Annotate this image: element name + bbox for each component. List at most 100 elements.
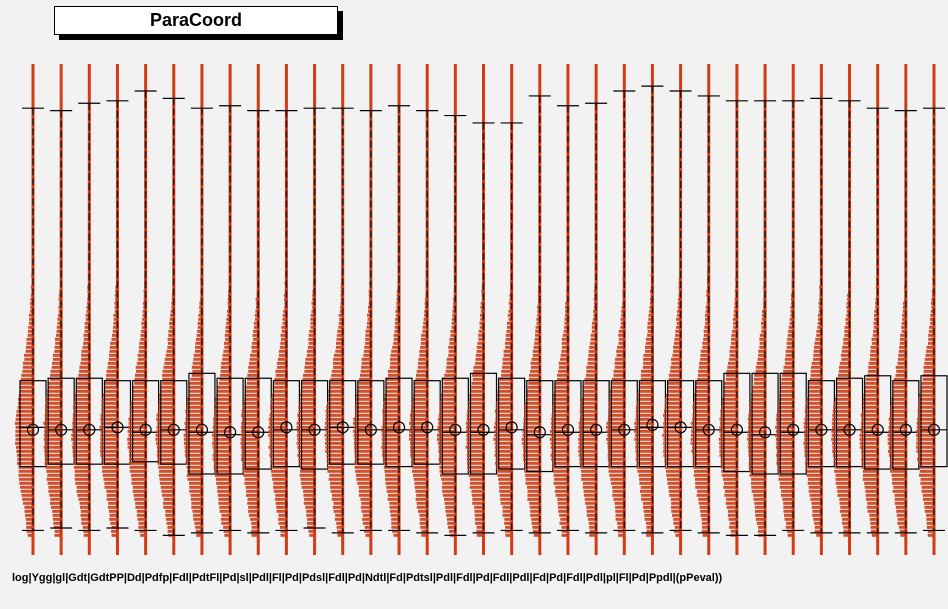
histogram-bin bbox=[844, 325, 850, 329]
histogram-bin bbox=[215, 397, 231, 401]
histogram-bin bbox=[888, 429, 906, 433]
histogram-bin bbox=[700, 509, 709, 513]
histogram-bin bbox=[157, 449, 174, 453]
histogram-bin bbox=[553, 401, 568, 405]
histogram-bin bbox=[303, 489, 315, 493]
histogram-bin bbox=[394, 325, 400, 329]
histogram-bin bbox=[731, 341, 737, 345]
histogram-bin bbox=[190, 377, 202, 381]
histogram-bin bbox=[614, 501, 625, 505]
histogram-bin bbox=[111, 337, 118, 341]
histogram-bin bbox=[495, 461, 512, 465]
histogram-bin bbox=[748, 449, 766, 453]
histogram-bin bbox=[280, 533, 287, 537]
histogram-bin bbox=[164, 357, 174, 361]
histogram-bin bbox=[419, 349, 428, 353]
histogram-bin bbox=[43, 445, 62, 449]
histogram-bin bbox=[226, 321, 230, 325]
histogram-bin bbox=[837, 377, 850, 381]
histogram-bin bbox=[584, 497, 597, 501]
histogram-bin bbox=[244, 393, 259, 397]
histogram-bin bbox=[505, 333, 512, 337]
histogram-bin bbox=[308, 529, 315, 533]
histogram-bin bbox=[761, 317, 766, 321]
histogram-bin bbox=[583, 489, 597, 493]
histogram-bin bbox=[253, 321, 259, 325]
histogram-bin bbox=[522, 445, 540, 449]
histogram-bin bbox=[841, 349, 850, 353]
histogram-bin bbox=[240, 445, 259, 449]
histogram-bin bbox=[755, 517, 766, 521]
histogram-bin bbox=[502, 365, 512, 369]
axis-19 bbox=[521, 64, 554, 555]
histogram-bin bbox=[50, 377, 62, 381]
histogram-bin bbox=[337, 533, 343, 537]
histogram-bin bbox=[495, 417, 512, 421]
histogram-bin bbox=[102, 473, 118, 477]
axis-32 bbox=[887, 64, 920, 555]
histogram-bin bbox=[446, 361, 456, 365]
histogram-bin bbox=[664, 409, 681, 413]
histogram-bin bbox=[353, 441, 371, 445]
histogram-bin bbox=[138, 345, 146, 349]
histogram-bin bbox=[550, 441, 568, 445]
histogram-bin bbox=[578, 445, 597, 449]
histogram-bin bbox=[859, 433, 878, 437]
histogram-bin bbox=[219, 377, 231, 381]
mean-marker bbox=[787, 423, 800, 436]
histogram-bin bbox=[580, 465, 597, 469]
histogram-bin bbox=[19, 385, 33, 389]
mean-marker bbox=[899, 423, 912, 436]
histogram-bin bbox=[438, 429, 456, 433]
histogram-bin bbox=[496, 401, 512, 405]
histogram-bin bbox=[283, 309, 287, 313]
histogram-bin bbox=[44, 429, 62, 433]
mean-marker bbox=[364, 423, 377, 436]
histogram-bin bbox=[412, 469, 428, 473]
histogram-bin bbox=[15, 417, 33, 421]
histogram-bin bbox=[301, 485, 315, 489]
histogram-bin bbox=[106, 489, 118, 493]
histogram-bin bbox=[360, 369, 371, 373]
histogram-bin bbox=[695, 389, 709, 393]
histogram-bin bbox=[466, 413, 484, 417]
histogram-bin bbox=[80, 505, 90, 509]
histogram-bin bbox=[528, 381, 540, 385]
histogram-bin bbox=[705, 321, 709, 325]
histogram-bin bbox=[185, 409, 202, 413]
histogram-bin bbox=[843, 529, 850, 533]
histogram-bin bbox=[531, 357, 540, 361]
axis-3 bbox=[71, 64, 103, 555]
histogram-bin bbox=[612, 489, 625, 493]
histogram-bin bbox=[248, 369, 259, 373]
histogram-bin bbox=[100, 413, 118, 417]
histogram-bin bbox=[27, 533, 33, 537]
histogram-bin bbox=[555, 485, 568, 489]
histogram-bin bbox=[666, 469, 681, 473]
histogram-bin bbox=[391, 349, 400, 353]
histogram-bin bbox=[756, 521, 766, 525]
histogram-bin bbox=[676, 317, 681, 321]
histogram-bin bbox=[836, 381, 850, 385]
histogram-bin bbox=[920, 389, 934, 393]
histogram-bin bbox=[671, 501, 681, 505]
histogram-bin bbox=[810, 373, 822, 377]
histogram-bin bbox=[393, 333, 399, 337]
mean-marker bbox=[336, 421, 349, 434]
histogram-bin bbox=[29, 321, 33, 325]
histogram-bin bbox=[168, 333, 174, 337]
histogram-bin bbox=[471, 489, 484, 493]
histogram-bin bbox=[781, 381, 794, 385]
histogram-bin bbox=[251, 521, 259, 525]
histogram-bin bbox=[527, 489, 540, 493]
histogram-bin bbox=[758, 349, 766, 353]
histogram-bin bbox=[132, 393, 146, 397]
histogram-bin bbox=[53, 521, 62, 525]
histogram-bin bbox=[362, 517, 371, 521]
histogram-bin bbox=[82, 525, 90, 529]
histogram-bin bbox=[748, 461, 765, 465]
histogram-bin bbox=[57, 321, 62, 325]
histogram-bin bbox=[921, 385, 934, 389]
histogram-bin bbox=[759, 341, 765, 345]
histogram-bin bbox=[186, 473, 202, 477]
